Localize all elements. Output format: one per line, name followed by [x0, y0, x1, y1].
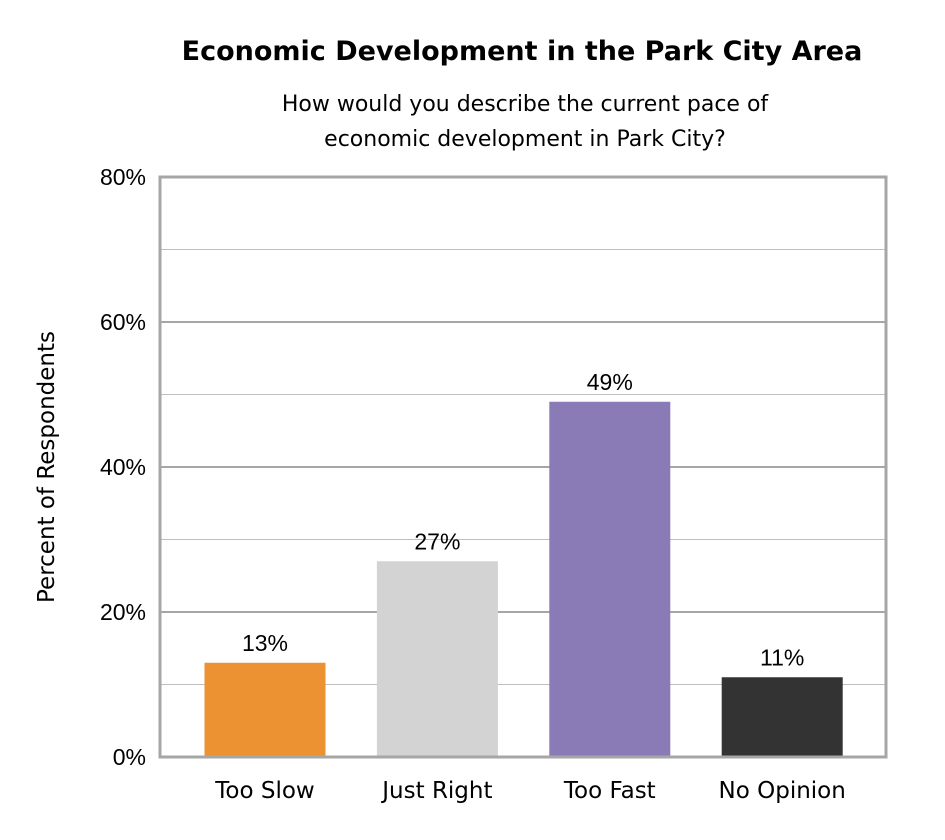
y-tick-label: 0% — [113, 744, 146, 770]
data-label: 13% — [242, 630, 288, 656]
x-tick-label: Too Slow — [214, 778, 314, 804]
y-tick-label: 80% — [100, 164, 146, 190]
data-label: 27% — [414, 528, 460, 554]
y-tick-label: 40% — [100, 454, 146, 480]
x-tick-label: Too Fast — [563, 778, 656, 804]
x-tick-label: Just Right — [380, 778, 492, 804]
bar-just-right — [376, 561, 498, 757]
bar-no-opinion — [721, 677, 843, 757]
bar-too-slow — [204, 662, 326, 757]
x-tick-label: No Opinion — [719, 778, 846, 804]
data-label: 11% — [760, 644, 804, 670]
chart-subtitle-line-2: economic development in Park City? — [324, 127, 726, 152]
bar-too-fast — [549, 401, 671, 757]
plot-area-border — [158, 175, 888, 759]
y-axis-label: Percent of Respondents — [34, 331, 60, 603]
data-label: 49% — [587, 369, 633, 395]
y-tick-label: 60% — [100, 309, 146, 335]
chart-subtitle-line-1: How would you describe the current pace … — [282, 92, 770, 117]
y-tick-label: 20% — [100, 599, 146, 625]
chart-title: Economic Development in the Park City Ar… — [182, 36, 863, 67]
